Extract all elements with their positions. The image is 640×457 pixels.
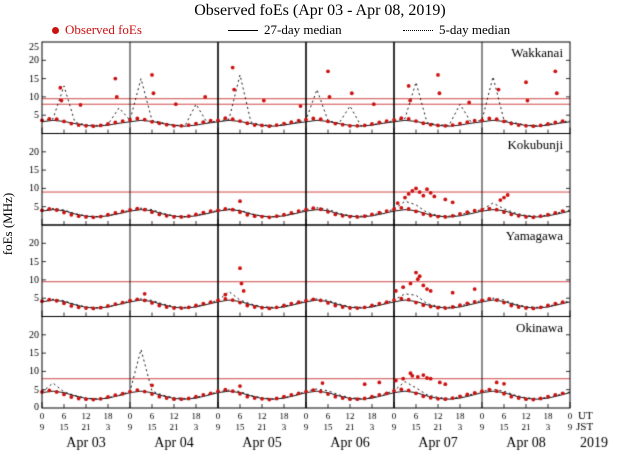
legend-5day-label: 5-day median: [439, 22, 511, 37]
page-title: Observed foEs (Apr 03 - Apr 08, 2019): [194, 2, 446, 19]
legend-observed-label: Observed foEs: [65, 22, 142, 37]
solid-line-marker: [228, 29, 258, 31]
y-axis-label: foEs (MHz): [0, 192, 15, 256]
dotted-line-marker: [403, 29, 433, 31]
legend-27day-label: 27-day median: [264, 22, 342, 37]
legend-5day-median: 5-day median: [403, 22, 510, 38]
observed-dot-marker: [52, 26, 59, 34]
legend-27day-median: 27-day median: [228, 22, 342, 38]
legend-observed: Observed foEs: [52, 22, 142, 38]
